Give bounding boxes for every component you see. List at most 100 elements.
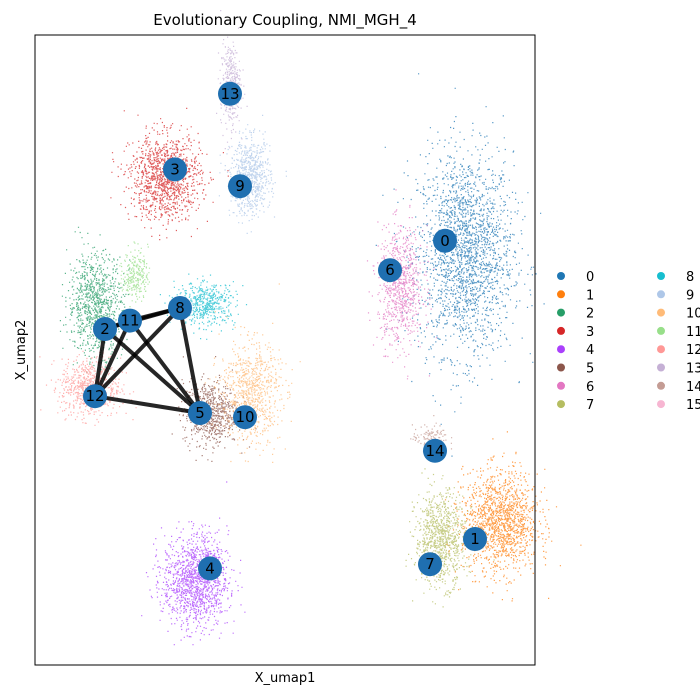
node-label: 4	[205, 559, 215, 577]
edge-8-5	[178, 307, 202, 414]
node-label: 12	[85, 387, 104, 405]
node-marker	[233, 405, 257, 430]
node-label: 5	[195, 404, 205, 422]
cluster-node-12: 12	[83, 384, 107, 409]
cluster-node-5: 5	[188, 401, 212, 425]
legend-label: 7	[586, 398, 594, 413]
legend-marker	[557, 272, 565, 280]
node-marker	[118, 308, 142, 333]
legend-item-11: 11	[657, 325, 700, 340]
node-marker	[83, 384, 107, 409]
legend-marker	[657, 400, 665, 409]
legend-marker	[557, 290, 565, 299]
cluster-points-7	[405, 468, 495, 608]
cluster-node-7: 7	[418, 552, 442, 577]
legend-item-0: 0	[557, 270, 594, 285]
legend-marker	[557, 363, 565, 372]
node-marker	[228, 174, 252, 199]
legend-item-7: 7	[557, 398, 594, 413]
node-marker	[378, 258, 402, 283]
legend-marker	[657, 290, 665, 299]
edge-8-12	[93, 306, 182, 398]
legend-label: 4	[586, 343, 594, 358]
cluster-node-13: 13	[218, 81, 242, 106]
cluster-points-6	[366, 189, 438, 380]
legend-marker	[657, 345, 665, 354]
edge-12-5	[94, 394, 201, 415]
node-marker	[463, 527, 487, 551]
node-label: 14	[425, 442, 444, 460]
x-axis-label: X_umap1	[255, 671, 316, 686]
y-axis-label: X_umap2	[14, 320, 29, 381]
cluster-node-14: 14	[423, 438, 447, 463]
legend-item-8: 8	[657, 270, 694, 285]
legend-item-4: 4	[557, 343, 594, 358]
legend-item-10: 10	[657, 307, 700, 322]
cluster-points-11	[118, 241, 151, 308]
cluster-points-13	[216, 10, 248, 150]
node-label: 8	[175, 299, 185, 317]
node-marker	[168, 296, 192, 320]
legend-marker	[557, 400, 565, 409]
legend-label: 3	[586, 325, 594, 340]
legend-marker	[557, 308, 565, 317]
cluster-node-11: 11	[118, 308, 142, 333]
legend-item-9: 9	[657, 288, 694, 303]
chart-title: Evolutionary Coupling, NMI_MGH_4	[153, 11, 417, 30]
node-marker	[218, 81, 242, 106]
legend-label: 13	[686, 362, 700, 377]
node-label: 13	[220, 85, 239, 103]
cluster-node-2: 2	[93, 317, 117, 341]
legend-item-5: 5	[557, 362, 594, 377]
plot-frame	[34, 34, 536, 666]
node-label: 2	[100, 320, 110, 338]
legend-label: 10	[686, 307, 700, 322]
cluster-points-8	[159, 273, 248, 340]
cluster-node-4: 4	[198, 556, 222, 581]
node-marker	[418, 552, 442, 577]
cluster-points-4	[141, 481, 246, 646]
node-label: 0	[440, 232, 450, 250]
node-marker	[93, 317, 117, 341]
legend-label: 2	[586, 307, 594, 322]
cluster-node-10: 10	[233, 405, 257, 430]
legend-label: 8	[686, 270, 694, 285]
coupling-edges	[93, 306, 202, 415]
cluster-points-10	[204, 283, 301, 463]
legend-marker	[557, 326, 565, 335]
legend-label: 9	[686, 288, 694, 303]
legend-label: 11	[686, 325, 700, 340]
legend-label: 6	[586, 380, 594, 395]
legend-item-3: 3	[557, 325, 594, 340]
legend-item-1: 1	[557, 288, 594, 303]
legend-marker	[657, 326, 665, 335]
cluster-node-8: 8	[168, 296, 192, 320]
legend-label: 15	[686, 398, 700, 413]
scatter-points	[39, 10, 582, 646]
cluster-node-6: 6	[378, 258, 402, 283]
legend-item-15: 15	[657, 398, 700, 413]
cluster-node-9: 9	[228, 174, 252, 199]
node-label: 9	[235, 177, 245, 195]
cluster-node-0: 0	[433, 228, 457, 253]
node-label: 1	[470, 530, 480, 548]
legend-marker	[657, 363, 665, 372]
node-label: 7	[425, 555, 435, 573]
legend-item-2: 2	[557, 307, 594, 322]
edge-11-12	[93, 319, 132, 398]
legend-label: 1	[586, 288, 594, 303]
node-marker	[163, 157, 187, 182]
node-marker	[188, 401, 212, 425]
legend-label: 14	[686, 380, 700, 395]
legend-item-14: 14	[657, 380, 700, 395]
node-marker	[433, 228, 457, 253]
cluster-points-2	[59, 226, 131, 390]
node-marker	[198, 556, 222, 581]
legend-label: 0	[586, 270, 594, 285]
legend-label: 5	[586, 362, 594, 377]
cluster-node-1: 1	[463, 527, 487, 551]
node-label: 3	[170, 160, 180, 178]
